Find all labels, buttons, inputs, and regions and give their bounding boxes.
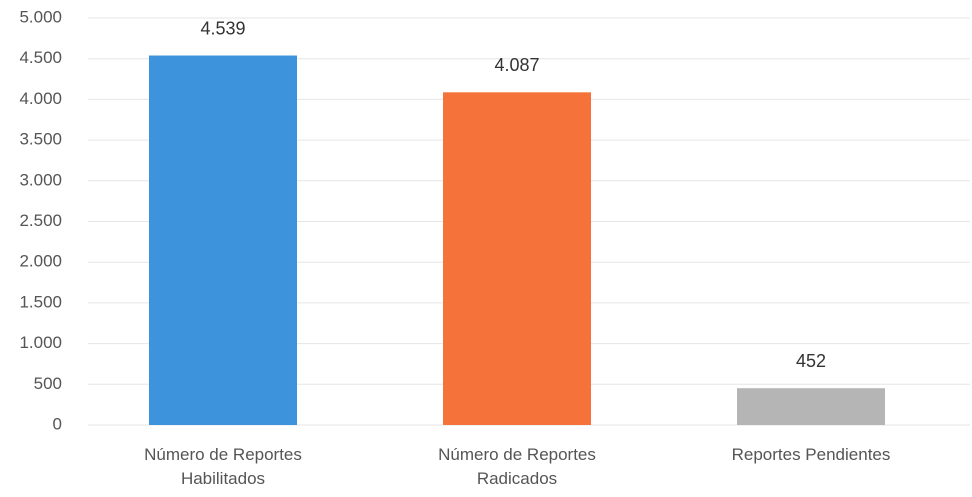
y-tick-label: 1.000 [19, 333, 62, 352]
x-tick-label: Número de Reportes Radicados [438, 445, 596, 488]
x-tick-label: Número de Reportes Habilitados [144, 445, 302, 488]
data-label: 452 [796, 351, 826, 371]
y-tick-label: 500 [34, 374, 62, 393]
data-label: 4.087 [494, 55, 539, 75]
y-tick-label: 5.000 [19, 7, 62, 26]
y-tick-label: 0 [53, 414, 62, 433]
bar [443, 92, 591, 425]
y-tick-label: 4.500 [19, 48, 62, 67]
y-tick-label: 3.000 [19, 170, 62, 189]
bar [737, 388, 885, 425]
x-tick-label: Reportes Pendientes [731, 445, 891, 464]
y-tick-label: 1.500 [19, 292, 62, 311]
y-tick-label: 3.500 [19, 130, 62, 149]
y-tick-label: 4.000 [19, 89, 62, 108]
data-label: 4.539 [200, 18, 245, 38]
y-tick-label: 2.000 [19, 252, 62, 271]
bar [149, 55, 297, 426]
y-tick-label: 2.500 [19, 211, 62, 230]
